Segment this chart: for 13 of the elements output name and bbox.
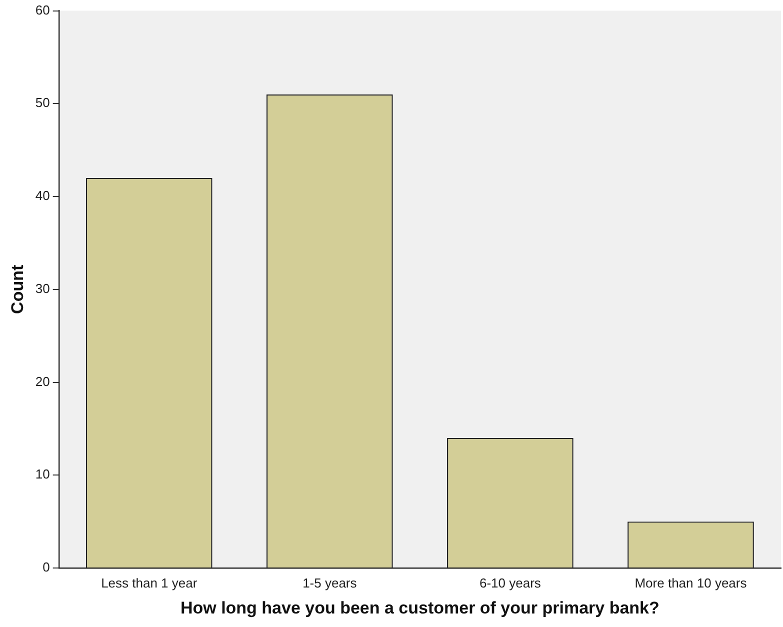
y-tick-label: 60 xyxy=(35,2,50,18)
x-tick-label: 1-5 years xyxy=(302,575,358,590)
y-axis-title: Count xyxy=(8,264,27,314)
y-tick-label: 40 xyxy=(35,188,50,204)
x-tick-label: Less than 1 year xyxy=(101,575,198,590)
x-tick-label: More than 10 years xyxy=(634,575,748,590)
x-tick-label: 6-10 years xyxy=(479,575,542,590)
y-tick-label: 0 xyxy=(42,560,50,575)
x-axis-title: How long have you been a customer of your primary bank? xyxy=(180,598,660,618)
y-tick-label: 20 xyxy=(35,374,50,389)
y-tick-label: 50 xyxy=(35,95,50,110)
y-tick-label: 10 xyxy=(35,466,50,482)
y-tick-label: 30 xyxy=(35,280,50,296)
